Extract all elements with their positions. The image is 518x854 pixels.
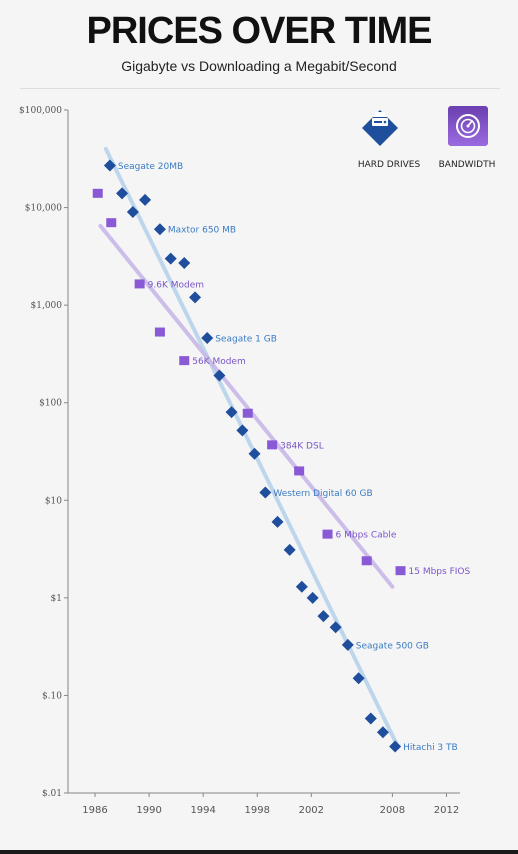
y-tick-label: $100,000	[19, 106, 62, 116]
bandwidth-point	[92, 188, 103, 198]
hard-drive-point	[389, 740, 402, 753]
hard-drive-point-label: Seagate 1 GB	[215, 335, 277, 345]
y-tick-label: $.01	[42, 789, 62, 799]
chart-title: PRICES OVER TIME	[86, 10, 432, 52]
legend: HARD DRIVES BANDWIDTH	[358, 106, 496, 170]
x-tick-label: 2002	[299, 805, 324, 816]
hard-drive-point	[116, 187, 129, 200]
hard-drive-point	[295, 580, 308, 593]
hard-drive-point	[236, 424, 249, 437]
hard-drive-point	[213, 369, 226, 382]
bandwidth-point	[294, 466, 305, 476]
hard-drive-point	[103, 159, 116, 172]
bandwidth-point	[242, 408, 253, 418]
hard-drive-point	[259, 486, 272, 499]
hard-drive-point	[271, 515, 284, 528]
bandwidth-point	[395, 566, 406, 576]
hard-drive-point	[126, 206, 139, 219]
bandwidth-point-label: 6 Mbps Cable	[336, 531, 397, 541]
x-tick-label: 2008	[380, 805, 405, 816]
hard-drive-point-label: Seagate 20MB	[118, 162, 183, 172]
y-tick-label: $.10	[42, 691, 62, 701]
hard-drive-point	[341, 638, 354, 651]
hard-drive-icon	[362, 110, 398, 146]
hard-drive-point	[306, 591, 319, 604]
x-tick-label: 2012	[434, 805, 459, 816]
hard-drive-point	[178, 257, 191, 270]
legend-hard-drives: HARD DRIVES	[358, 160, 421, 170]
y-tick-label: $10,000	[25, 204, 62, 214]
hard-drive-point	[225, 406, 238, 419]
y-tick-label: $1	[51, 594, 62, 604]
hard-drive-point	[164, 252, 177, 265]
bandwidth-point-label: 384K DSL	[280, 441, 324, 451]
bandwidth-point	[361, 556, 372, 566]
data-marks	[92, 159, 406, 753]
hard-drive-point	[329, 621, 342, 634]
chart-subtitle: Gigabyte vs Downloading a Megabit/Second	[121, 58, 397, 74]
bandwidth-point	[106, 218, 117, 228]
bandwidth-point	[134, 279, 145, 289]
bandwidth-point-label: 9.6K Modem	[148, 280, 204, 290]
hard-drive-point	[317, 610, 330, 623]
bandwidth-point-label: 15 Mbps FIOS	[409, 567, 471, 577]
x-tick-label: 1994	[190, 805, 215, 816]
x-tick-label: 1998	[245, 805, 270, 816]
bandwidth-point	[267, 440, 278, 450]
hard-drive-point	[139, 193, 152, 206]
bandwidth-point	[322, 529, 333, 539]
bandwidth-icon	[448, 106, 488, 146]
bottom-bar	[0, 850, 518, 854]
hard-drive-point	[201, 332, 214, 345]
hard-drive-trend-line	[103, 146, 400, 749]
hard-drive-point-label: Seagate 500 GB	[356, 641, 429, 651]
hard-drive-point-label: Hitachi 3 TB	[403, 743, 458, 753]
title-divider	[20, 88, 500, 89]
hard-drive-point	[364, 712, 377, 725]
x-tick-label: 1986	[82, 805, 107, 816]
y-tick-label: $1,000	[31, 301, 63, 311]
trend-lines	[98, 146, 400, 749]
bandwidth-point	[154, 327, 165, 337]
point-labels: Seagate 20MB Maxtor 650 MB Seagate 1 GB Wes…	[118, 162, 471, 753]
hard-drive-point	[352, 672, 365, 685]
axes: $100,000 $10,000 $1,000 $100 $10 $1 $.10 $.01 19…	[19, 106, 460, 816]
y-tick-label: $100	[39, 399, 62, 409]
legend-bandwidth: BANDWIDTH	[439, 160, 496, 170]
hard-drive-point-label: Maxtor 650 MB	[168, 226, 236, 236]
hard-drive-point	[248, 447, 261, 460]
bandwidth-point-label: 56K Modem	[192, 357, 246, 367]
y-tick-label: $10	[45, 496, 62, 506]
hard-drive-point	[189, 291, 202, 304]
hard-drive-point	[283, 543, 296, 556]
hard-drive-point-label: Western Digital 60 GB	[273, 489, 372, 499]
x-tick-label: 1990	[136, 805, 161, 816]
bandwidth-point	[179, 356, 190, 366]
hard-drive-point	[153, 223, 166, 236]
hard-drive-point	[376, 726, 389, 739]
bandwidth-trend-line	[98, 223, 395, 589]
